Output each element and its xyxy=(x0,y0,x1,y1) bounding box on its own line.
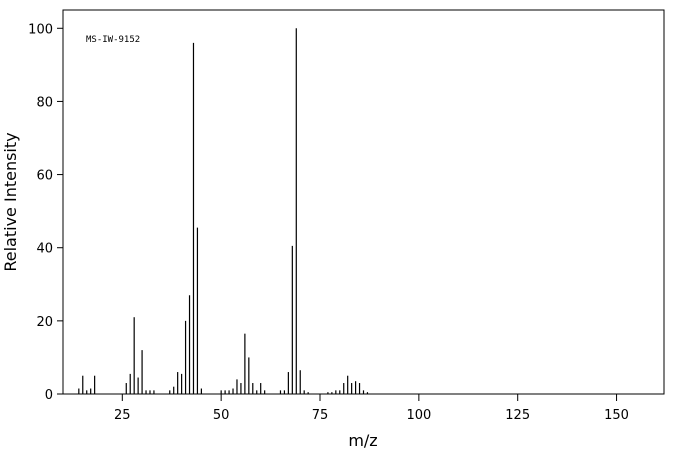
y-tick-label: 100 xyxy=(28,22,53,37)
annotation: MS-IW-9152 xyxy=(86,35,140,45)
y-tick-label: 20 xyxy=(36,315,53,330)
y-tick-label: 80 xyxy=(36,95,53,110)
x-tick-label: 150 xyxy=(604,408,629,423)
plot-frame xyxy=(62,9,665,395)
y-tick-label: 40 xyxy=(36,242,53,257)
x-axis-label: m/z xyxy=(348,431,377,450)
x-tick-label: 75 xyxy=(312,408,329,423)
x-tick-label: 25 xyxy=(114,408,131,423)
x-tick-label: 100 xyxy=(406,408,431,423)
y-tick-label: 60 xyxy=(36,169,53,184)
x-tick-label: 125 xyxy=(505,408,530,423)
y-axis-label: Relative Intensity xyxy=(1,132,20,271)
x-tick-label: 50 xyxy=(213,408,230,423)
y-tick-label: 0 xyxy=(45,388,53,403)
